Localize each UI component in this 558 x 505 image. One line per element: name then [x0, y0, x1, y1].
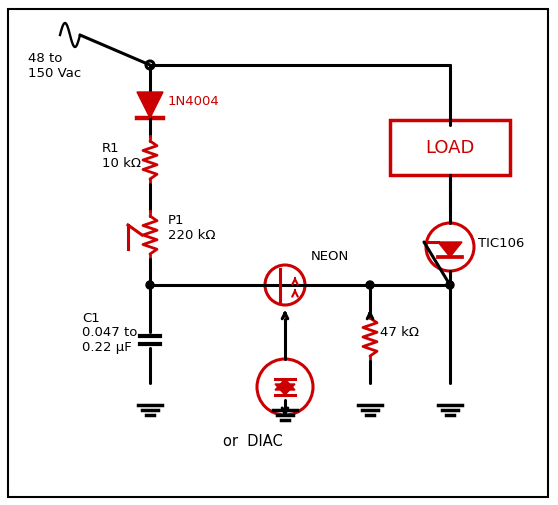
Circle shape — [446, 281, 454, 289]
FancyBboxPatch shape — [390, 121, 510, 176]
Polygon shape — [275, 384, 295, 395]
Polygon shape — [438, 242, 462, 258]
Text: LOAD: LOAD — [425, 139, 475, 157]
Text: NEON: NEON — [311, 249, 349, 263]
Text: or  DIAC: or DIAC — [223, 433, 283, 448]
Circle shape — [366, 281, 374, 289]
Polygon shape — [275, 379, 295, 390]
Text: R1
10 kΩ: R1 10 kΩ — [102, 142, 141, 170]
Text: C1
0.047 to
0.22 μF: C1 0.047 to 0.22 μF — [82, 311, 137, 354]
Text: TIC106: TIC106 — [478, 236, 525, 249]
Polygon shape — [137, 93, 163, 119]
Text: P1
220 kΩ: P1 220 kΩ — [168, 214, 215, 241]
Circle shape — [146, 281, 154, 289]
Text: 48 to
150 Vac: 48 to 150 Vac — [28, 52, 81, 80]
Text: 1N4004: 1N4004 — [168, 94, 220, 107]
Text: 47 kΩ: 47 kΩ — [380, 326, 419, 339]
